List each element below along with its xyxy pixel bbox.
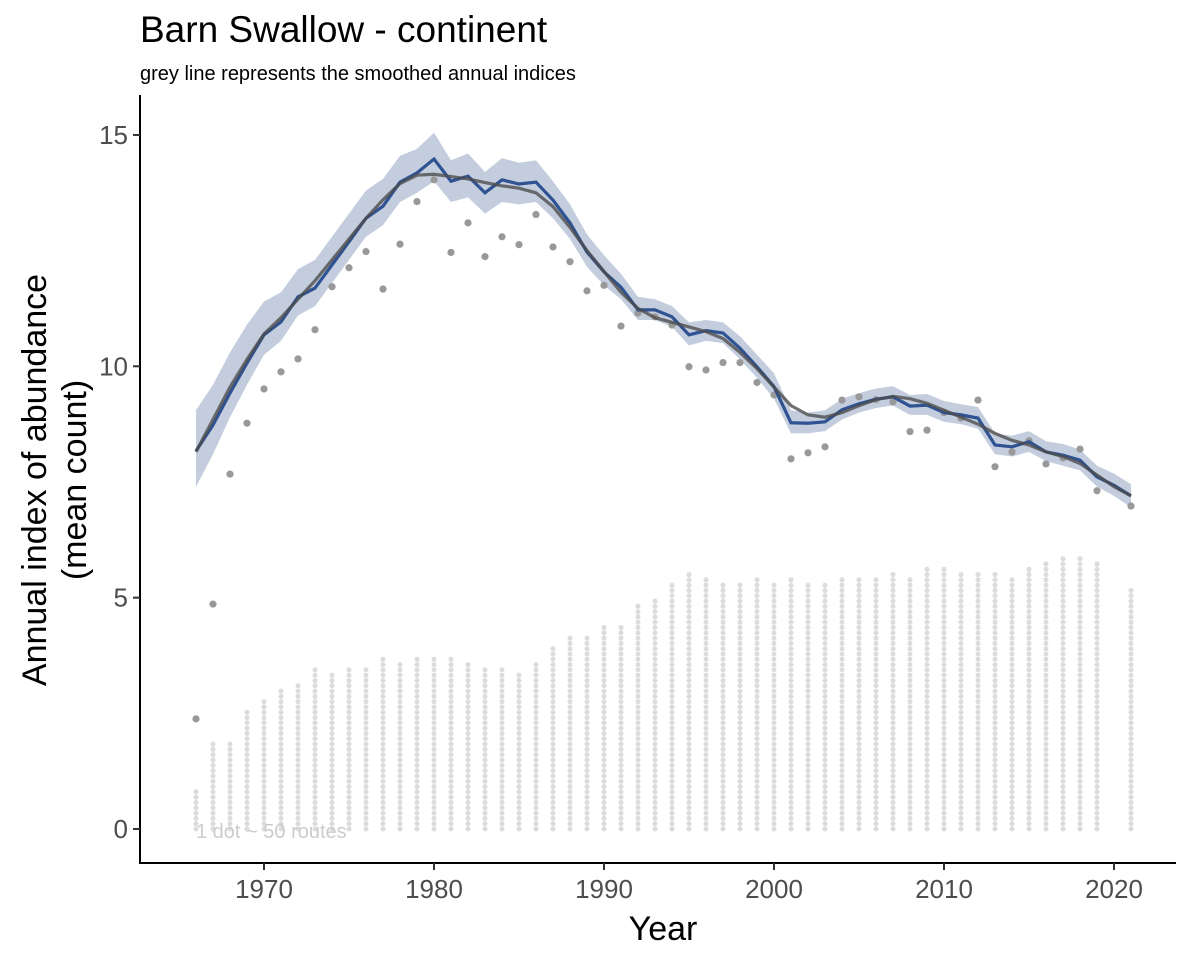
smoothed-index-line (194, 172, 1132, 498)
observed-mean-point (719, 358, 727, 367)
x-tick-label: 2020 (1085, 874, 1143, 904)
observed-mean-point (481, 253, 489, 261)
x-tick-label: 1990 (575, 874, 633, 904)
observed-mean-point (923, 426, 931, 434)
y-axis-label: Annual index of abundance (mean count) (16, 274, 94, 686)
chart-subtitle: grey line represents the smoothed annual… (140, 63, 576, 85)
x-tick-label: 2000 (745, 874, 803, 904)
observed-mean-point (277, 368, 285, 376)
observed-mean-point (345, 264, 353, 272)
observed-mean-point (549, 243, 557, 251)
observed-mean-point (260, 385, 268, 393)
observed-mean-point (821, 443, 829, 451)
observed-mean-point (447, 248, 455, 257)
observed-mean-point (464, 219, 472, 227)
observed-mean-point (532, 210, 540, 219)
observed-mean-point (1008, 448, 1016, 456)
x-tick-label: 1970 (235, 874, 293, 904)
observed-mean-point (889, 398, 897, 406)
observed-mean-point (311, 326, 319, 334)
observed-mean-point (209, 600, 217, 608)
observed-mean-point (566, 258, 574, 266)
observed-mean-point (498, 233, 506, 241)
observed-mean-point (515, 241, 523, 249)
observed-mean-point (396, 240, 404, 248)
observed-mean-point (1076, 445, 1084, 453)
observed-mean-point (617, 322, 625, 330)
observed-mean-point (753, 378, 761, 387)
observed-mean-point (192, 715, 200, 723)
observed-mean-point (702, 366, 710, 374)
observed-mean-point (362, 247, 370, 256)
route-dots-layer (193, 552, 1134, 832)
x-axis-label: Year (629, 910, 698, 948)
observed-mean-point (1127, 502, 1135, 510)
x-tick-label: 2010 (915, 874, 973, 904)
y-tick-label: 15 (99, 120, 128, 150)
observed-mean-point (226, 470, 234, 478)
y-tick-label: 10 (99, 351, 128, 381)
x-ticks: 1970 1980 1990 2000 2010 2020 (235, 863, 1143, 904)
y-tick-label: 5 (114, 583, 128, 613)
observed-mean-point (787, 455, 795, 463)
observed-mean-point (838, 396, 846, 404)
observed-mean-point (413, 197, 421, 206)
x-tick-label: 1980 (405, 874, 463, 904)
y-axis-label-line-2: (mean count) (56, 380, 94, 580)
observed-mean-point (974, 396, 982, 404)
observed-mean-point (328, 283, 336, 291)
observed-mean-point (430, 176, 438, 184)
observed-mean-point (243, 419, 251, 427)
observed-mean-point (991, 463, 999, 471)
y-axis-label-line-1: Annual index of abundance (16, 274, 54, 686)
observed-mean-point (855, 393, 863, 401)
observed-mean-point (804, 449, 812, 457)
observed-mean-point (685, 363, 693, 371)
observed-mean-point (600, 281, 608, 289)
y-ticks: 0 5 10 15 (99, 120, 140, 844)
observed-mean-point (1042, 460, 1050, 468)
observed-mean-point (583, 287, 591, 295)
y-tick-label: 0 (114, 814, 128, 844)
observed-mean-point (379, 285, 387, 293)
route-dot-annotation: 1 dot ~ 50 routes (196, 821, 347, 843)
observed-mean-point (294, 355, 302, 363)
chart-title: Barn Swallow - continent (140, 9, 548, 50)
observed-mean-point (736, 358, 744, 367)
observed-mean-point (1093, 487, 1101, 495)
observed-mean-point (906, 427, 914, 436)
